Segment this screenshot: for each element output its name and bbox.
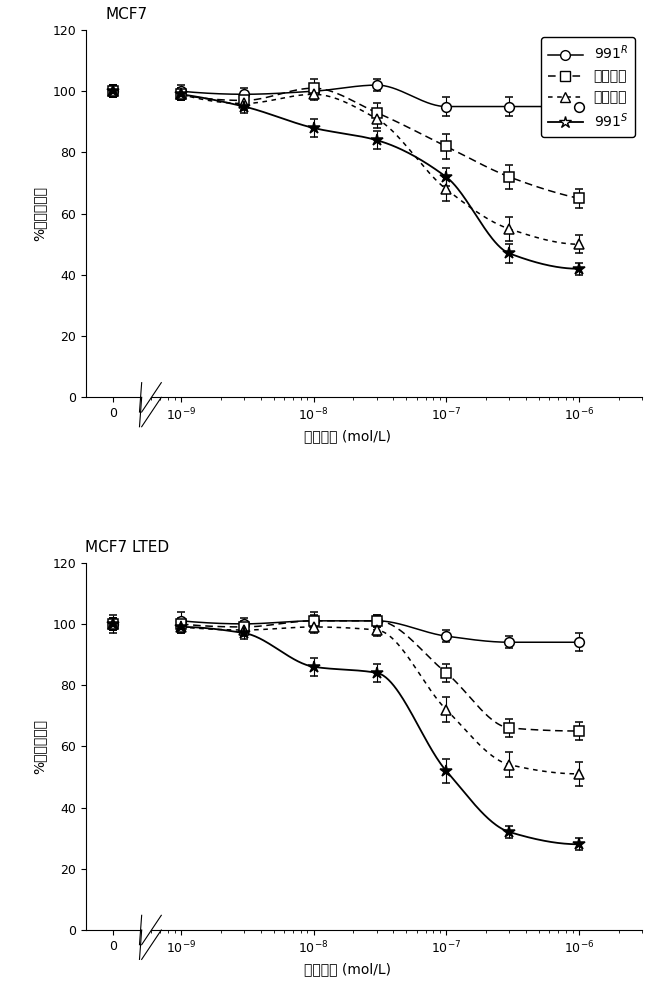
X-axis label: 巯柏西利 (mol/L): 巯柏西利 (mol/L) [305,962,391,976]
Title: MCF7: MCF7 [106,7,148,22]
Y-axis label: %存活的细胞: %存活的细胞 [33,186,47,241]
Legend: 991$^R$, 短期洗出, 长期洗出, 991$^S$: 991$^R$, 短期洗出, 长期洗出, 991$^S$ [541,37,636,137]
Title: MCF7 LTED: MCF7 LTED [85,540,169,555]
Y-axis label: %存活的细胞: %存活的细胞 [33,719,47,774]
X-axis label: 巯柏西利 (mol/L): 巯柏西利 (mol/L) [305,429,391,443]
